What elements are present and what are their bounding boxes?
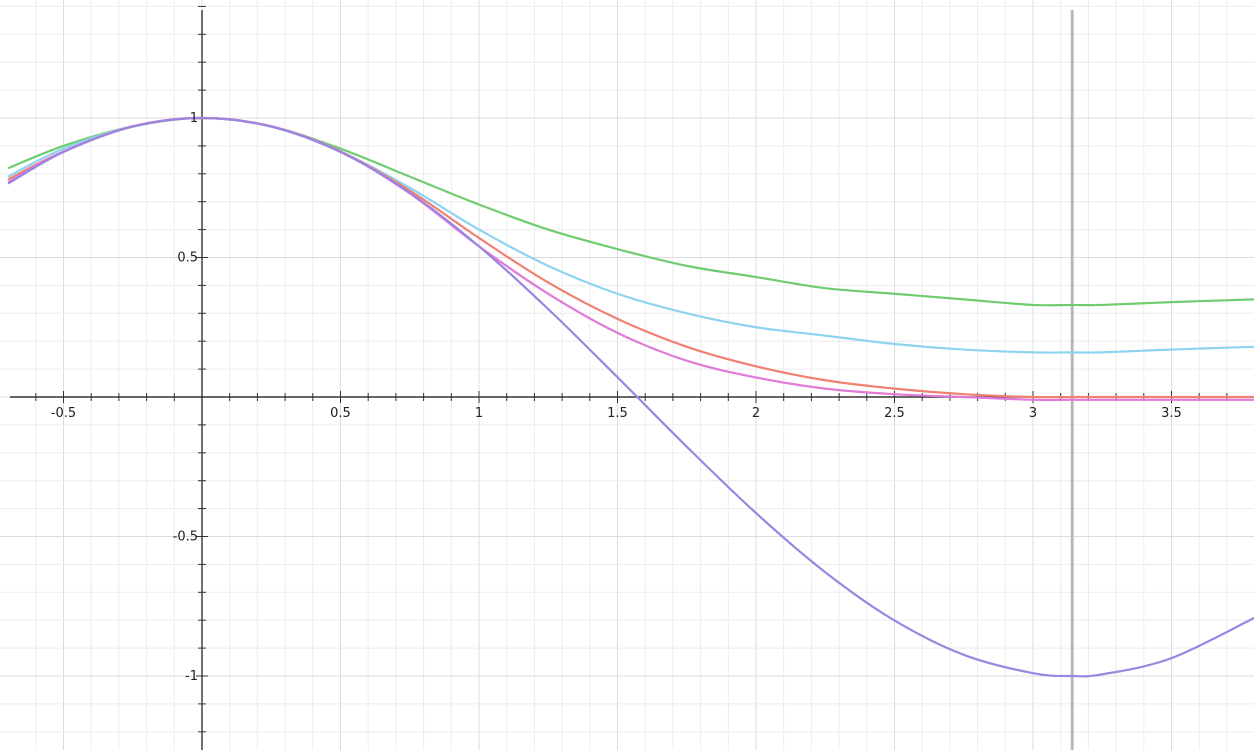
series-line-5 bbox=[7, 116, 1254, 678]
x-tick-label: 0.5 bbox=[330, 406, 351, 421]
x-tick-label: 3.5 bbox=[1161, 406, 1182, 421]
y-tick-label: -0.5 bbox=[173, 530, 198, 545]
y-tick-label: 0.5 bbox=[177, 251, 198, 266]
x-tick-label: -0.5 bbox=[51, 406, 76, 421]
x-tick-label: 1.5 bbox=[607, 406, 628, 421]
x-tick-label: 2.5 bbox=[884, 406, 905, 421]
y-tick-label: 1 bbox=[190, 111, 198, 126]
x-tick-label: 1 bbox=[475, 406, 483, 421]
y-tick-label: -1 bbox=[185, 669, 198, 684]
series-line-2 bbox=[7, 116, 1254, 354]
x-tick-label: 3 bbox=[1029, 406, 1037, 421]
x-tick-label: 2 bbox=[752, 406, 760, 421]
tick-labels: -0.5 0.5 1 1.5 2 2.5 3 3.5 1 0.5 -0.5 -1 bbox=[51, 111, 1182, 684]
curves bbox=[7, 116, 1254, 678]
